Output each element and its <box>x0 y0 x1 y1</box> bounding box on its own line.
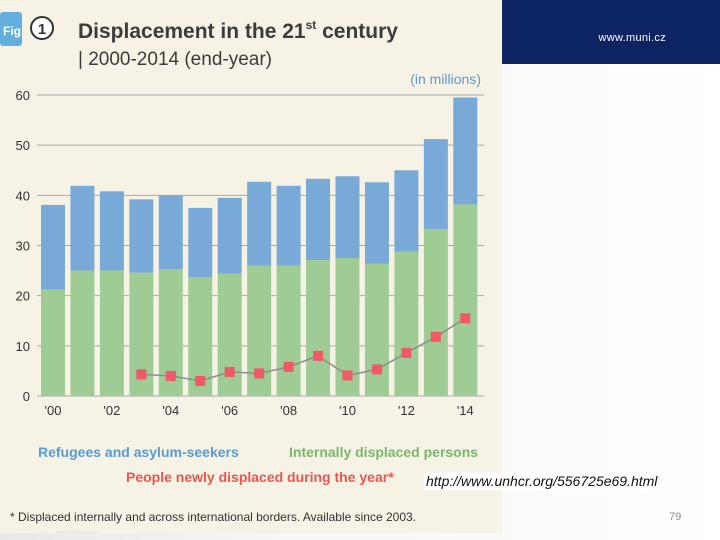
x-tick-label: '02 <box>103 403 120 418</box>
footnote: * Displaced internally and across intern… <box>10 510 416 524</box>
y-tick-label: 20 <box>16 289 30 304</box>
x-axis-ticks: '00 '02 '04 '06 '08 '10 '12 '14 <box>45 403 474 418</box>
x-tick-label: '00 <box>45 403 62 418</box>
bar-idp-2008 <box>276 265 301 396</box>
x-tick-label: '08 <box>280 403 297 418</box>
point-new-displaced-2006 <box>224 366 235 377</box>
chart-title: Displacement in the 21st century <box>78 18 398 43</box>
y-tick-label: 10 <box>16 339 30 354</box>
fig-tag-badge <box>0 12 22 46</box>
point-new-displaced-2013 <box>430 331 441 342</box>
fig-tag: Fig. <box>3 24 24 38</box>
figure-panel: Fig. 1 Displacement in the 21st century … <box>0 0 502 533</box>
legend-refugees: Refugees and asylum-seekers <box>38 444 239 460</box>
point-new-displaced-2010 <box>342 370 353 381</box>
page-number: 79 <box>669 511 682 523</box>
bar-idp-2002 <box>99 270 124 396</box>
x-tick-label: '14 <box>457 403 474 418</box>
point-new-displaced-2012 <box>401 347 412 358</box>
bars <box>41 97 478 396</box>
bar-refugees-2011 <box>364 182 389 264</box>
bar-idp-2009 <box>306 260 331 396</box>
bar-refugees-2012 <box>394 170 419 252</box>
point-new-displaced-2009 <box>313 350 324 361</box>
bar-refugees-2008 <box>276 185 301 266</box>
bar-refugees-2000 <box>41 204 65 290</box>
bar-refugees-2007 <box>247 181 272 266</box>
new-displaced-line <box>136 313 471 386</box>
point-new-displaced-2014 <box>460 313 471 324</box>
footer-dots: ▫▫▫▫▫▫▫▫▫▫▫▫▫▫ <box>56 530 100 536</box>
source-link[interactable]: http://www.unhcr.org/556725e69.html <box>424 472 660 490</box>
x-tick-label: '04 <box>162 403 179 418</box>
bar-refugees-2013 <box>423 139 448 229</box>
bar-refugees-2009 <box>306 178 331 261</box>
bar-idp-2011 <box>364 263 389 396</box>
point-new-displaced-2007 <box>254 368 265 379</box>
point-new-displaced-2011 <box>371 364 382 375</box>
legend-new-displaced: People newly displaced during the year* <box>126 469 394 485</box>
bar-idp-2006 <box>217 273 242 396</box>
x-tick-label: '06 <box>221 403 238 418</box>
y-tick-label: 50 <box>16 138 30 153</box>
bar-refugees-2003 <box>129 199 154 273</box>
bar-refugees-2004 <box>158 195 183 270</box>
chart-subtitle: | 2000-2014 (end-year) <box>78 49 272 70</box>
point-new-displaced-2003 <box>136 369 147 380</box>
bar-refugees-2005 <box>188 207 213 278</box>
point-new-displaced-2008 <box>283 361 294 372</box>
y-axis-ticks: 0 10 20 30 40 50 60 <box>16 88 30 404</box>
bar-idp-2013 <box>423 228 448 396</box>
bar-idp-2001 <box>70 270 95 396</box>
legend-idp: Internally displaced persons <box>289 444 478 460</box>
y-tick-label: 60 <box>16 88 30 103</box>
bar-idp-2014 <box>453 204 478 396</box>
bar-idp-2012 <box>394 251 419 396</box>
point-new-displaced-2005 <box>195 375 206 386</box>
unit-note: (in millions) <box>410 71 481 87</box>
bar-refugees-2001 <box>70 185 95 271</box>
bar-refugees-2014 <box>453 97 478 205</box>
y-tick-label: 0 <box>23 389 30 404</box>
displacement-chart: Fig. 1 Displacement in the 21st century … <box>0 12 484 524</box>
y-tick-label: 40 <box>16 188 30 203</box>
fig-number: 1 <box>38 21 46 38</box>
bar-idp-2000 <box>41 289 65 396</box>
bar-refugees-2002 <box>99 191 124 271</box>
x-tick-label: '10 <box>339 403 356 418</box>
y-tick-label: 30 <box>16 239 30 254</box>
site-label[interactable]: www.muni.cz <box>598 32 666 44</box>
point-new-displaced-2004 <box>165 370 176 381</box>
fig-number-badge <box>30 16 54 40</box>
bar-refugees-2006 <box>217 197 242 274</box>
bar-refugees-2010 <box>335 176 360 259</box>
x-tick-label: '12 <box>398 403 415 418</box>
